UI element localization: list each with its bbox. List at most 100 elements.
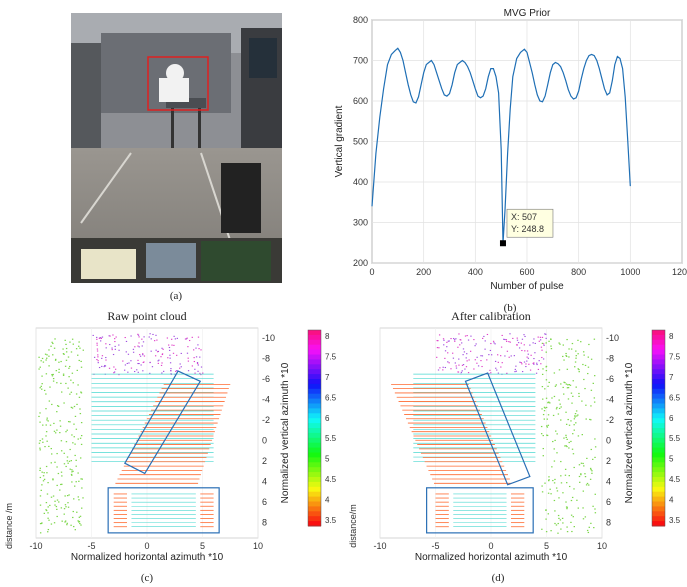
cloud-point-magenta — [152, 333, 154, 335]
cloud-point-magenta — [527, 357, 530, 359]
cloud-point-green — [72, 470, 74, 472]
colorbar-segment — [652, 408, 665, 414]
cloud-point-green — [556, 433, 558, 435]
cloud-point-magenta — [138, 342, 140, 344]
cloud-point-magenta — [157, 362, 159, 364]
cloud-point-magenta — [520, 342, 522, 344]
cloud-point-green — [567, 387, 570, 389]
cloud-point-green — [63, 353, 65, 355]
cloud-point-magenta — [461, 370, 463, 372]
cloud-point-magenta — [160, 364, 163, 366]
cloud-point-green — [57, 472, 60, 475]
cloud-point-magenta — [500, 366, 502, 368]
cloud-point-magenta — [500, 346, 503, 348]
cloud-point-green — [541, 408, 543, 410]
cloud-point-green — [568, 424, 571, 426]
cloud-point-green — [47, 531, 49, 533]
cloud-point-magenta — [539, 336, 542, 338]
cloud-point-green — [588, 343, 590, 346]
cloud-point-magenta — [161, 353, 164, 355]
cloud-point-magenta — [101, 357, 103, 359]
cloud-point-magenta — [484, 348, 486, 350]
cloud-point-green — [545, 369, 548, 372]
cloud-point-green — [65, 382, 67, 385]
cloud-point-green — [584, 364, 587, 367]
cloud-point-magenta — [490, 342, 492, 345]
cloud-point-green — [578, 392, 580, 395]
cloud-point-magenta — [480, 360, 482, 362]
cloud-point-green — [543, 410, 546, 412]
colorbar-segment — [652, 452, 665, 458]
colorbar-segment — [308, 349, 321, 355]
cloud-point-green — [80, 524, 82, 526]
cloud-point-green — [553, 499, 556, 502]
cloud-point-green — [75, 393, 78, 395]
cloud-point-green — [77, 438, 79, 440]
cloud-point-magenta — [112, 334, 114, 336]
cloud-point-green — [81, 507, 83, 509]
cloud-point-magenta — [476, 362, 478, 364]
cloud-point-green — [60, 382, 62, 384]
colorbar-segment — [308, 486, 321, 493]
cloud-point-magenta — [174, 338, 177, 340]
cloud-point-green — [39, 532, 42, 534]
cloud-point-magenta — [103, 366, 105, 368]
cloud-point-magenta — [453, 337, 455, 340]
cloud-point-magenta — [173, 344, 175, 346]
cloud-point-magenta — [113, 371, 116, 373]
cloud-point-green — [79, 408, 81, 410]
cloud-point-green — [565, 434, 567, 436]
colorbar-segment — [652, 501, 665, 507]
cloud-point-magenta — [96, 336, 98, 338]
cloud-point-green — [80, 478, 82, 480]
cloud-point-magenta — [467, 372, 470, 374]
cloud-point-green — [68, 494, 70, 496]
cloud-point-green — [574, 361, 577, 363]
cloud-point-green — [548, 340, 550, 342]
cloud-point-green — [592, 382, 594, 384]
cloud-distance-label: distance /m — [4, 503, 14, 549]
colorbar-tick: 8 — [669, 332, 674, 341]
cloud-y-tick: -8 — [262, 354, 270, 364]
cloud-point-green — [565, 423, 568, 425]
cloud-point-magenta — [474, 345, 476, 347]
cloud-y-tick: 2 — [606, 456, 611, 466]
cloud-point-green — [40, 385, 42, 387]
cloud-point-magenta — [446, 341, 448, 343]
colorbar-segment — [308, 364, 321, 370]
cloud-point-green — [554, 478, 556, 481]
cloud-x-label: Normalized horizontal azimuth *10 — [415, 552, 568, 563]
cloud-point-green — [554, 439, 556, 442]
cloud-point-magenta — [161, 353, 164, 356]
cloud-point-green — [570, 420, 572, 422]
cloud-point-magenta — [96, 350, 99, 352]
cloud-point-green — [593, 401, 596, 403]
cloud-point-green — [547, 385, 549, 387]
cloud-point-green — [64, 521, 66, 523]
colorbar-segment — [308, 359, 321, 365]
cloud-point-green — [69, 468, 71, 470]
cloud-point-magenta — [96, 358, 98, 361]
cloud-point-magenta — [458, 364, 460, 366]
cloud-point-green — [59, 420, 61, 422]
cloud-point-green — [38, 356, 40, 358]
cloud-point-green — [54, 504, 56, 506]
cloud-point-green — [65, 506, 67, 508]
cloud-point-magenta — [137, 334, 140, 336]
cloud-point-green — [52, 479, 54, 481]
cloud-point-magenta — [489, 369, 491, 371]
cloud-point-green — [66, 456, 69, 458]
cloud-point-magenta — [176, 354, 178, 356]
cloud-point-magenta — [518, 347, 521, 349]
cloud-point-green — [566, 506, 568, 508]
cloud-point-green — [545, 406, 548, 409]
cloud-point-magenta — [512, 337, 514, 339]
colorbar-segment — [308, 334, 321, 341]
cloud-point-magenta — [161, 347, 163, 349]
cloud-point-green — [543, 418, 545, 420]
cloud-point-magenta — [521, 363, 523, 365]
cloud-point-magenta — [137, 371, 139, 373]
cloud-point-green — [68, 376, 70, 378]
cloud-point-green — [52, 478, 54, 480]
cloud-point-magenta — [196, 362, 199, 364]
